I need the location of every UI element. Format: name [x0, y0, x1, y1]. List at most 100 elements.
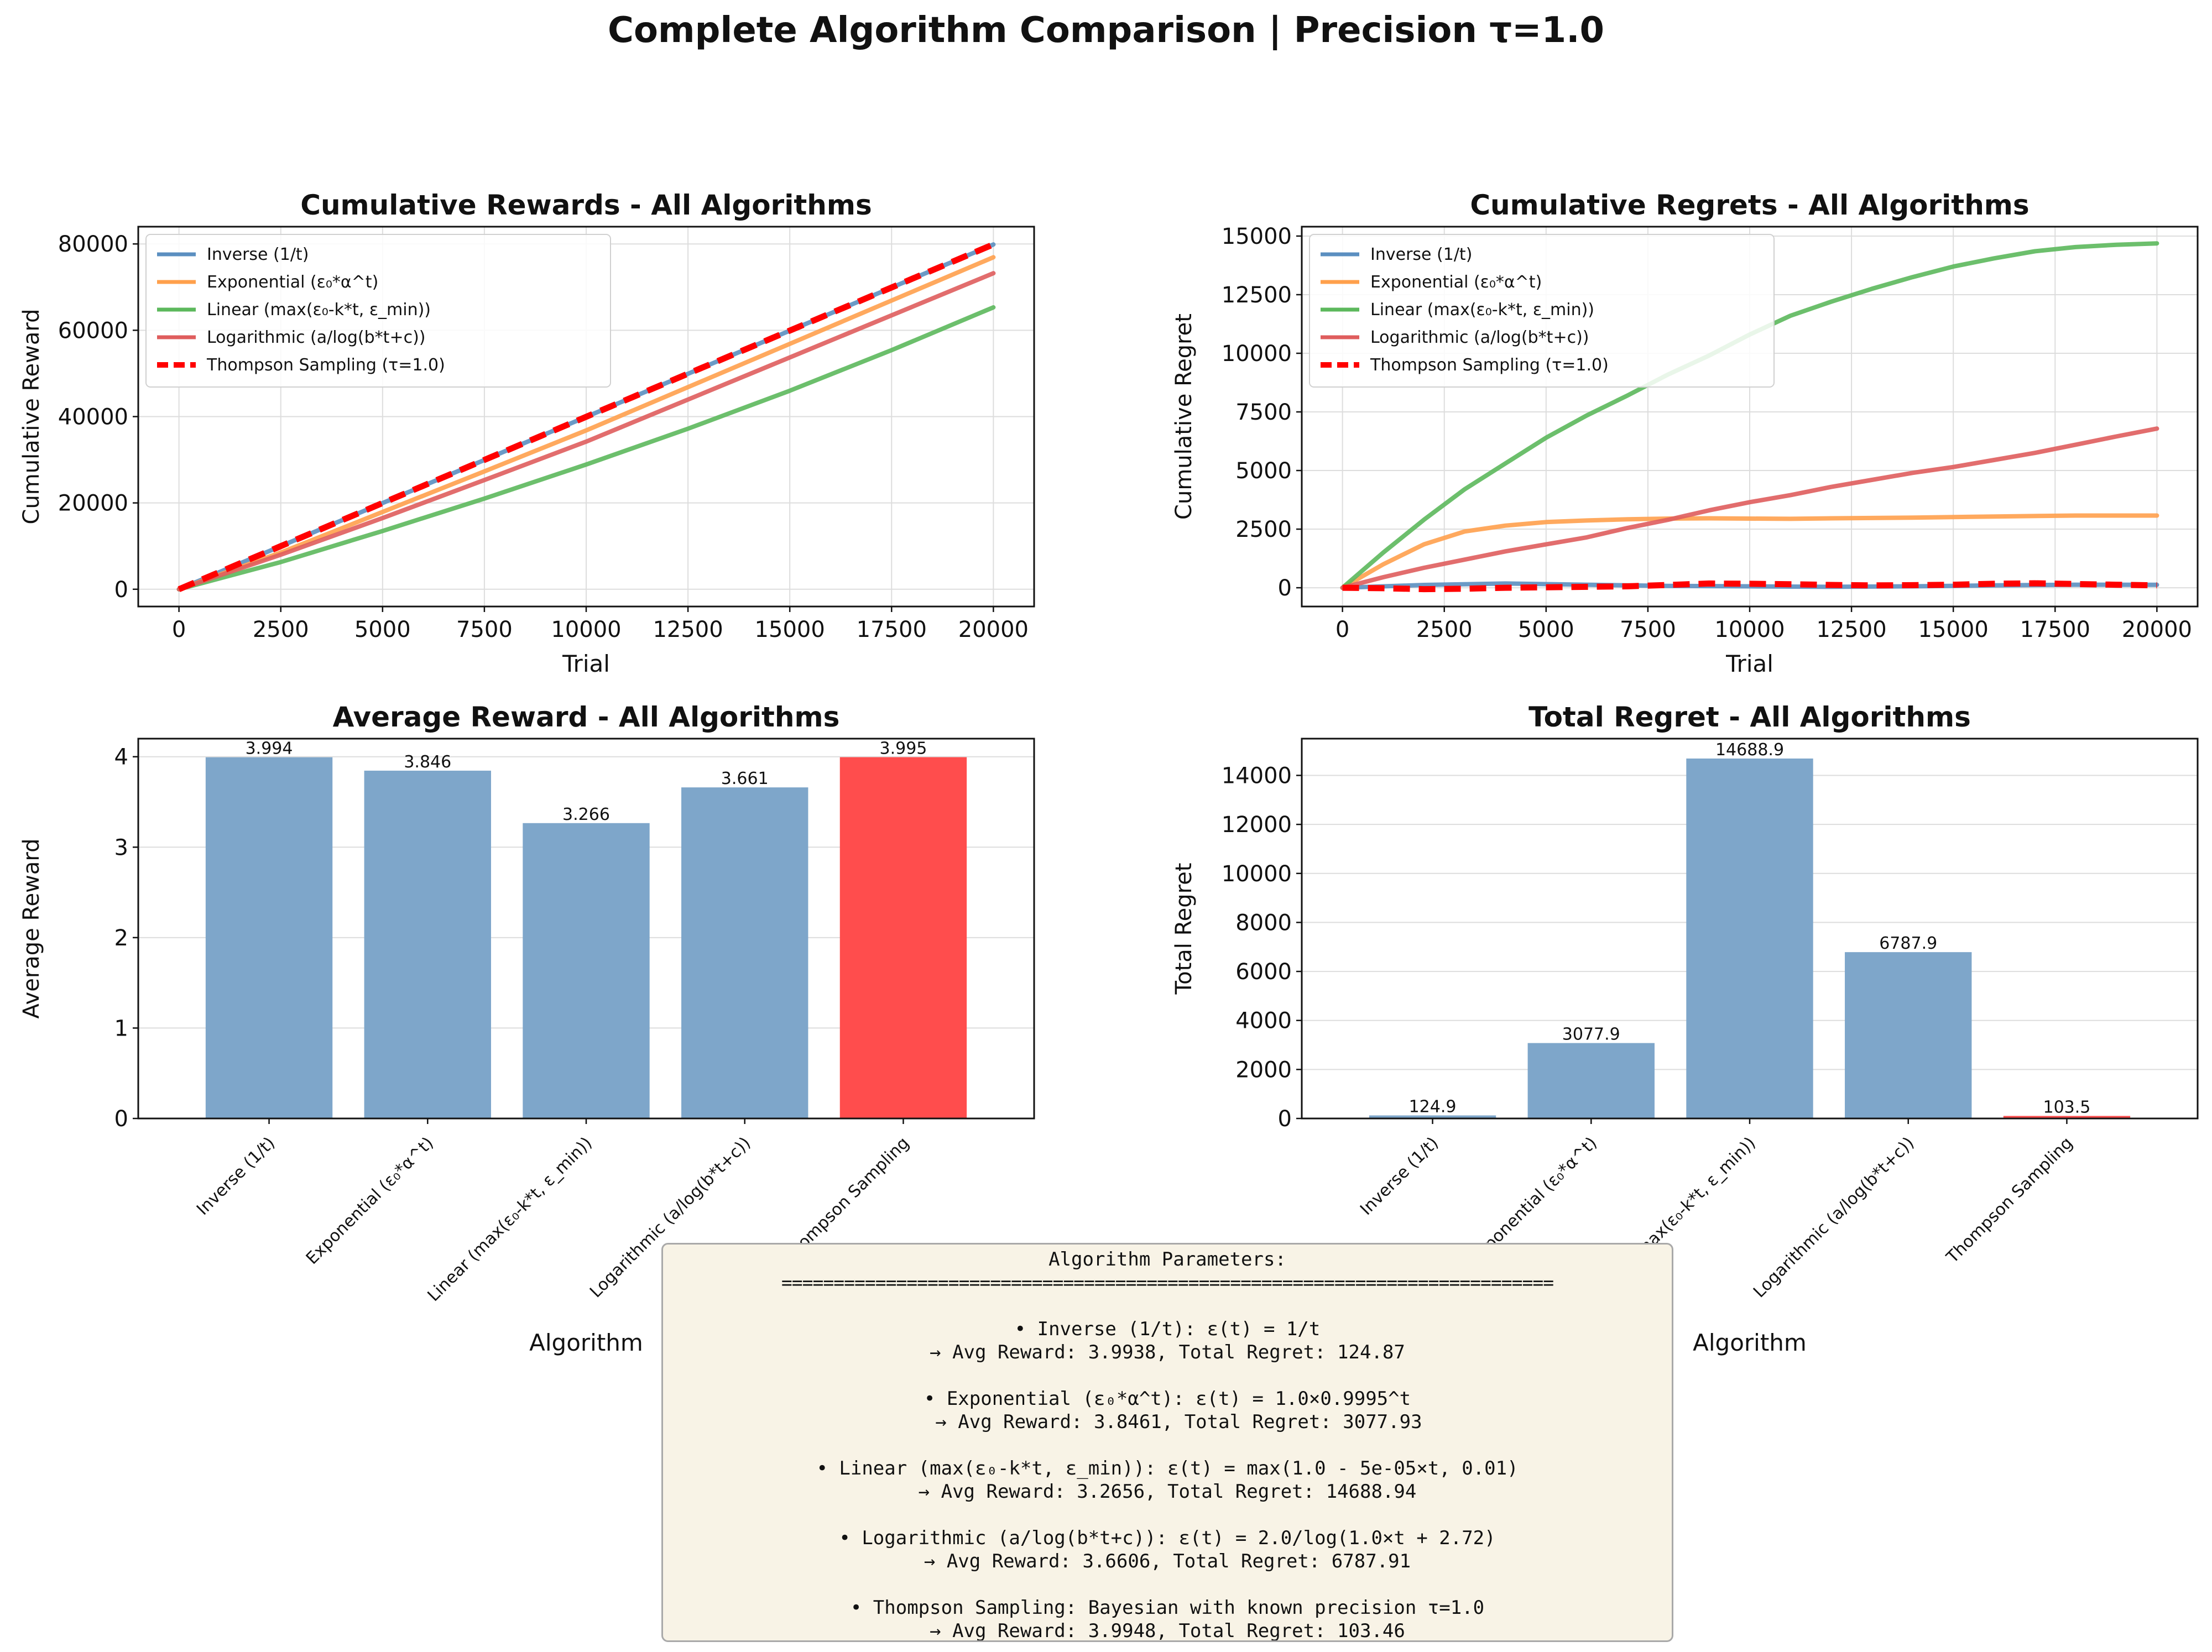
x-tick-label: 10000 — [551, 617, 621, 642]
bar-4 — [839, 757, 967, 1118]
y-tick-label: 6000 — [1235, 959, 1292, 985]
x-tick-label: 12500 — [1816, 617, 1886, 642]
bar-4 — [2003, 1116, 2131, 1118]
y-tick-label: 8000 — [1235, 910, 1292, 935]
axes-frame-2 — [137, 738, 1035, 1120]
params-separator: ========================================… — [781, 1272, 1554, 1293]
x-tick-label: Thompson Sampling — [1943, 1133, 2077, 1267]
line-chart-1: Cumulative Regrets - All Algorithms 0 2500… — [1171, 189, 2199, 677]
x-tick-label: 12500 — [653, 617, 723, 642]
legend-box-0 — [145, 234, 611, 388]
legend-label-inverse: Inverse (1/t) — [207, 245, 309, 264]
series-line-logarithmic — [176, 271, 996, 592]
params-line: • Logarithmic (a/log(b*t+c)): ε(t) = 2.0… — [839, 1527, 1496, 1549]
y-tick-label: 14000 — [1222, 763, 1292, 788]
bar-1 — [364, 770, 491, 1118]
x-tick-label: 0 — [1335, 617, 1349, 642]
y-tick-label: 0 — [1278, 1106, 1292, 1132]
params-line: → Avg Reward: 3.9938, Total Regret: 124.… — [930, 1341, 1405, 1363]
line-chart-0: Cumulative Rewards - All Algorithms 0 2000… — [19, 189, 1035, 677]
bar-0 — [205, 757, 333, 1118]
series-line-logarithmic — [1340, 426, 2159, 590]
bar-3 — [1845, 952, 1972, 1118]
x-tick-label: Inverse (1/t) — [1357, 1133, 1442, 1219]
axes-frame-3 — [1301, 738, 2199, 1120]
x-tick-label: 20000 — [2122, 617, 2192, 642]
y-axis-label-1: Cumulative Regret — [1171, 313, 1197, 520]
series-line-thompson — [1342, 580, 2157, 593]
bar-value-label: 124.9 — [1409, 1097, 1457, 1116]
bar-2 — [1686, 758, 1813, 1118]
x-tick-label: 17500 — [2020, 617, 2090, 642]
y-tick-label: 0 — [1278, 576, 1292, 601]
params-line: Algorithm Parameters: — [1048, 1248, 1286, 1271]
params-line — [663, 1503, 1672, 1526]
x-tick-label: 0 — [172, 617, 186, 642]
x-tick-label: Linear (max(ε₀-k*t, ε_min)) — [424, 1133, 596, 1305]
axes-frame-0 — [137, 226, 1035, 608]
y-tick-label: 5000 — [1235, 458, 1292, 484]
legend-label-linear: Linear (max(ε₀-k*t, ε_min)) — [1370, 300, 1594, 320]
y-axis-label-0: Cumulative Reward — [19, 309, 44, 525]
bar-value-label: 3077.9 — [1562, 1025, 1620, 1044]
bar-1 — [1527, 1043, 1655, 1118]
chart-title-1: Cumulative Regrets - All Algorithms — [1470, 189, 2029, 221]
y-tick-label: 0 — [114, 577, 128, 603]
x-tick-label: 2500 — [253, 617, 309, 642]
x-axis-label-2: Algorithm — [529, 1329, 643, 1356]
bar-value-label: 14688.9 — [1715, 740, 1784, 760]
x-tick-label: Logarithmic (a/log(b*t+c)) — [1750, 1133, 1918, 1301]
x-tick-label: 2500 — [1416, 617, 1473, 642]
legend-box-1 — [1309, 234, 1775, 388]
series-line-linear — [176, 305, 996, 592]
x-axis-label-1: Trial — [1725, 650, 1773, 677]
figure-title: Complete Algorithm Comparison | Precisio… — [608, 10, 1604, 51]
params-line — [663, 1364, 1672, 1387]
y-tick-label: 1 — [114, 1016, 128, 1041]
chart-title-0: Cumulative Rewards - All Algorithms — [300, 189, 872, 221]
algorithm-parameters-box: Algorithm Parameters: ===================… — [661, 1243, 1673, 1642]
y-tick-label: 20000 — [58, 491, 128, 516]
params-line: → Avg Reward: 3.2656, Total Regret: 1468… — [918, 1481, 1417, 1503]
y-tick-label: 7500 — [1235, 400, 1292, 425]
params-line: • Thompson Sampling: Bayesian with known… — [850, 1597, 1485, 1619]
y-tick-label: 60000 — [58, 318, 128, 343]
bar-value-label: 3.846 — [404, 752, 451, 772]
params-line: → Avg Reward: 3.9948, Total Regret: 103.… — [930, 1620, 1405, 1642]
x-tick-label: 7500 — [456, 617, 513, 642]
bar-2 — [523, 823, 650, 1118]
legend-label-exponential: Exponential (ε₀*α^t) — [207, 273, 378, 292]
y-tick-label: 3 — [114, 835, 128, 860]
legend-label-logarithmic: Logarithmic (a/log(b*t+c)) — [207, 328, 425, 347]
y-tick-label: 2500 — [1235, 517, 1292, 542]
x-tick-label: 5000 — [1518, 617, 1574, 642]
series-line-thompson — [178, 241, 995, 592]
legend-label-exponential: Exponential (ε₀*α^t) — [1370, 273, 1542, 292]
params-line: • Exponential (ε₀*α^t): ε(t) = 1.0×0.999… — [924, 1388, 1411, 1410]
charts-container: Cumulative Rewards - All Algorithms02000… — [19, 189, 2199, 1356]
chart-title-2: Average Reward - All Algorithms — [333, 701, 840, 733]
x-tick-label: Inverse (1/t) — [193, 1133, 279, 1219]
chart-title-3: Total Regret - All Algorithms — [1528, 701, 1971, 733]
x-tick-label: Exponential (ε₀*α^t) — [302, 1133, 437, 1268]
x-axis-label-0: Trial — [562, 650, 610, 677]
y-tick-label: 4000 — [1235, 1008, 1292, 1034]
y-tick-label: 2 — [114, 926, 128, 951]
axes-frame-1 — [1301, 226, 2199, 608]
x-tick-label: 20000 — [958, 617, 1029, 642]
y-tick-label: 10000 — [1222, 341, 1292, 367]
x-tick-label: 10000 — [1714, 617, 1785, 642]
params-line: • Linear (max(ε₀-k*t, ε_min)): ε(t) = ma… — [816, 1457, 1519, 1480]
legend-label-logarithmic: Logarithmic (a/log(b*t+c)) — [1370, 328, 1589, 347]
bar-value-label: 6787.9 — [1879, 934, 1937, 953]
params-line — [663, 1434, 1672, 1457]
y-tick-label: 4 — [114, 745, 128, 770]
legend-label-thompson: Thompson Sampling (τ=1.0) — [1370, 356, 1609, 375]
y-tick-label: 10000 — [1222, 861, 1292, 887]
bar-value-label: 3.995 — [880, 739, 927, 759]
y-tick-label: 40000 — [58, 405, 128, 430]
legend-label-linear: Linear (max(ε₀-k*t, ε_min)) — [207, 300, 431, 320]
y-tick-label: 12000 — [1222, 812, 1292, 838]
y-tick-label: 80000 — [58, 232, 128, 257]
